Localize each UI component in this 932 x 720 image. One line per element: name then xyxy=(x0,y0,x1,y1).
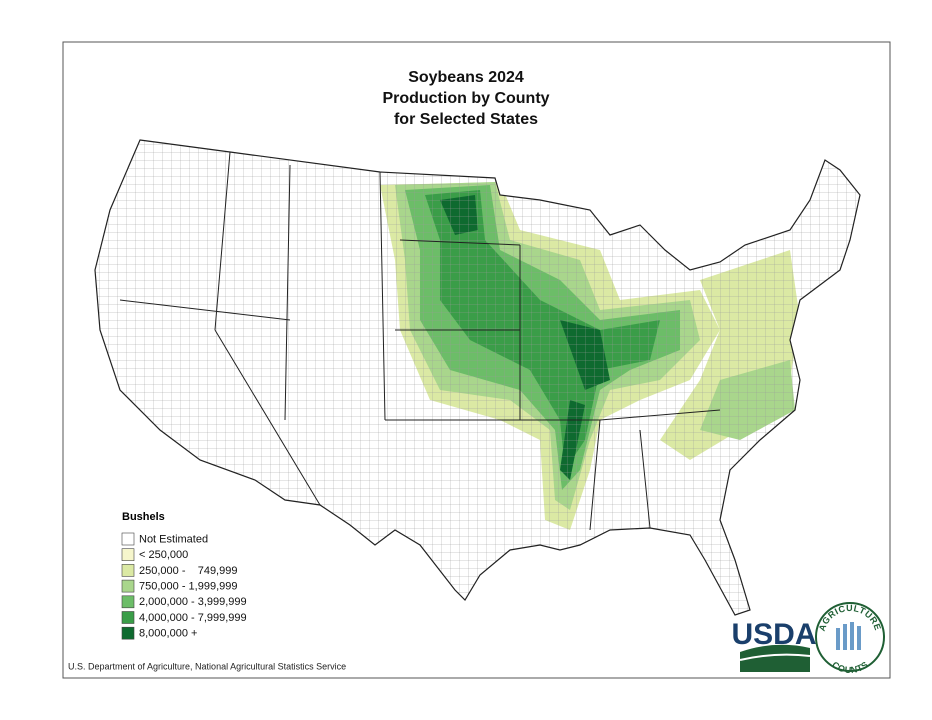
legend-swatch xyxy=(121,595,135,609)
legend-swatch xyxy=(121,579,135,593)
footer: U.S. Department of Agriculture, National… xyxy=(68,661,346,671)
legend-label: < 250,000 xyxy=(139,549,188,561)
legend-title: Bushels xyxy=(122,511,165,523)
legend-swatch xyxy=(121,532,135,546)
logo-field xyxy=(740,644,810,672)
title-line: Production by County xyxy=(382,90,549,107)
legend-label: 750,000 - 1,999,999 xyxy=(139,581,237,593)
legend-label: 2,000,000 - 3,999,999 xyxy=(139,596,247,608)
seal-bottom-text: COUNTS xyxy=(830,660,870,676)
legend-label: 8,000,000 + xyxy=(139,628,197,640)
legend-label: Not Estimated xyxy=(139,533,208,545)
legend-swatch xyxy=(121,564,135,577)
legend-label: 4,000,000 - 7,999,999 xyxy=(139,612,247,624)
logo-stripe xyxy=(739,653,811,661)
state-borders xyxy=(119,151,721,531)
seal-silo xyxy=(836,622,861,650)
seal-bottom: COUNTS xyxy=(830,660,870,676)
legend-label: 250,000 - 749,999 xyxy=(139,565,237,577)
title-line: for Selected States xyxy=(394,111,538,128)
legend-swatch xyxy=(121,611,135,624)
legend: Bushels Not Estimated < 250,000 250,000 - … xyxy=(121,511,247,640)
legend-swatch xyxy=(121,548,135,562)
title-line: Soybeans 2024 xyxy=(408,69,524,86)
legend-swatch xyxy=(121,626,135,640)
